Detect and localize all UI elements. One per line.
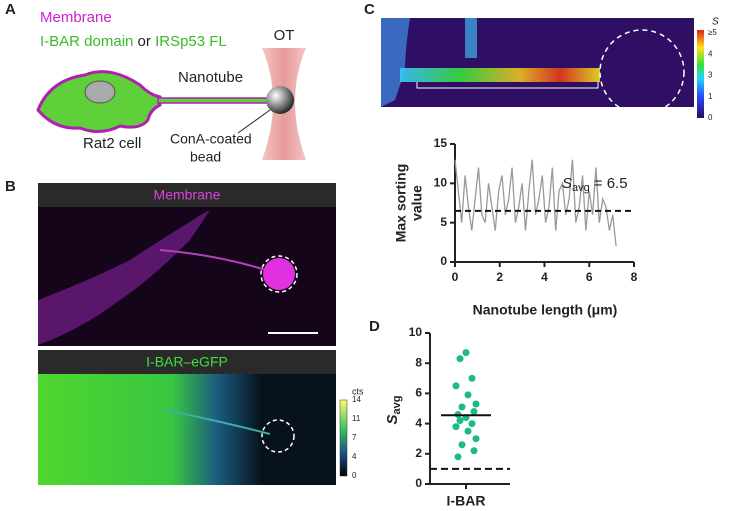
nucleus (84, 80, 116, 104)
colorbar-tick: 14 (352, 395, 361, 404)
bead-outline (260, 255, 298, 293)
y-tick-label: 4 (415, 416, 422, 430)
y-tick-label: 6 (415, 386, 422, 400)
legend-membrane: Membrane (40, 9, 112, 26)
bead-label: bead (190, 149, 221, 165)
data-point (462, 349, 470, 357)
subscript: avg (572, 182, 590, 194)
average-label: Savg = 6.5 (562, 175, 628, 194)
cell-edge (381, 18, 410, 107)
membrane-signal (38, 210, 210, 345)
x-tick-label: 4 (541, 270, 548, 284)
x-tick-label: 6 (586, 270, 593, 284)
colorbar-tick: 0 (708, 113, 713, 122)
y-axis-label: Max sorting (393, 164, 409, 243)
bead-pointer (237, 109, 271, 134)
x-axis-label: Nanotube length (μm) (473, 302, 618, 318)
bead-outline (599, 29, 685, 115)
data-point (458, 403, 466, 411)
symbol: S (384, 414, 401, 424)
bead-label: ConA-coated (170, 131, 252, 147)
data-point (468, 374, 476, 382)
colorbar-tick: 4 (708, 49, 713, 58)
y-tick-label: 15 (434, 136, 448, 150)
y-axis-label: Savg (384, 396, 403, 425)
x-tick-label: I-BAR (447, 493, 486, 509)
panel-label: D (369, 318, 380, 335)
data-point (464, 391, 472, 399)
colorbar-tick: 0 (352, 471, 357, 480)
cell-label: Rat2 cell (83, 135, 141, 152)
colorbar (697, 30, 704, 118)
data-point (470, 408, 478, 416)
ibar-tube (164, 409, 271, 435)
y-tick-label: 0 (440, 254, 447, 268)
length-bracket (416, 82, 599, 89)
image-header (38, 183, 336, 207)
legend-ibar: I-BAR domain (40, 33, 133, 50)
data-point (454, 453, 462, 461)
data-point (472, 435, 480, 443)
nanotube-signal (400, 68, 600, 82)
panel-label: B (5, 178, 16, 195)
legend-or: or (138, 33, 151, 50)
colorbar-tick: ≥5 (708, 28, 717, 37)
panel-label: A (5, 1, 16, 18)
subscript: avg (391, 396, 403, 415)
x-tick-label: 2 (496, 270, 503, 284)
image-title: I-BAR–eGFP (146, 354, 228, 370)
colorbar-tick: 4 (352, 452, 357, 461)
bead-outline (261, 419, 295, 453)
nanotube-label: Nanotube (178, 69, 243, 86)
bead (266, 86, 294, 114)
image-title: Membrane (154, 187, 221, 203)
y-axis-label: value (409, 185, 425, 221)
heatmap-image (381, 18, 694, 107)
nanotube (157, 97, 269, 104)
y-tick-label: 5 (440, 215, 447, 229)
y-tick-label: 8 (415, 355, 422, 369)
data-point (468, 420, 476, 428)
colorbar-tick: 1 (708, 92, 713, 101)
colorbar-tick: 7 (352, 433, 357, 442)
legend-irsp53: IRSp53 FL (155, 33, 227, 50)
data-point (470, 447, 478, 455)
x-tick-label: 8 (631, 270, 638, 284)
panel-label: C (364, 1, 375, 18)
x-tick-label: 0 (452, 270, 459, 284)
y-tick-label: 10 (409, 325, 423, 339)
trap-label: OT (274, 27, 295, 44)
colorbar-title: cts (352, 386, 364, 396)
data-point (456, 355, 464, 363)
image-header (38, 350, 336, 374)
legend-line: I-BAR domain or IRSp53 FL (40, 33, 227, 50)
y-tick-label: 2 (415, 446, 422, 460)
y-tick-label: 10 (434, 176, 448, 190)
membrane-bead (263, 258, 295, 290)
colorbar-title: S (712, 17, 719, 28)
symbol: S (562, 175, 572, 192)
data-point (452, 423, 460, 431)
colorbar-tick: 11 (352, 414, 361, 423)
membrane-tube (159, 249, 273, 273)
colorbar-tick: 3 (708, 71, 713, 80)
data-point (464, 427, 472, 435)
trace (454, 159, 617, 247)
filopodium (465, 18, 477, 58)
data-point (458, 441, 466, 449)
ibar-image (38, 374, 336, 485)
data-point (456, 417, 464, 425)
value-text: = 6.5 (594, 175, 628, 192)
data-point (472, 400, 480, 408)
data-point (452, 382, 460, 390)
y-tick-label: 0 (415, 476, 422, 490)
colorbar (339, 399, 348, 477)
